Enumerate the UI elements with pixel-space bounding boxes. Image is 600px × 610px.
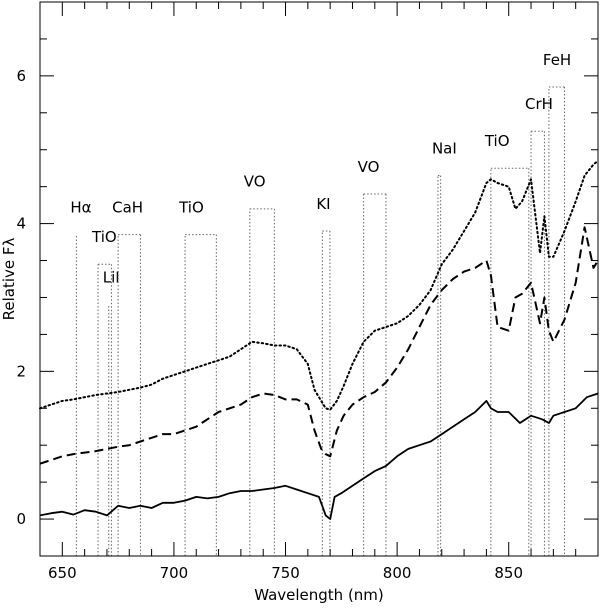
feature-label: TiO <box>91 228 117 246</box>
feature-label: LiI <box>103 269 120 287</box>
y-tick-label: 2 <box>16 362 26 380</box>
y-tick-label: 0 <box>16 510 26 528</box>
spectrum-series <box>39 159 599 520</box>
y-tick-label: 6 <box>16 67 26 85</box>
feature-label: KI <box>316 195 330 213</box>
spectrum-line-dashed <box>39 226 599 465</box>
feature-label: FeH <box>543 51 571 69</box>
x-tick-label: 750 <box>271 564 300 582</box>
feature-label: VO <box>244 173 266 191</box>
feature-label: TiO <box>484 132 510 150</box>
y-tick-label: 4 <box>16 215 26 233</box>
axis-ticks: 650 700 750 800 850 0 2 4 6 <box>16 1 598 582</box>
feature-label: CrH <box>525 95 553 113</box>
feature-label: TiO <box>178 199 204 217</box>
feature-label: VO <box>358 158 380 176</box>
y-axis-title: Relative Fλ <box>0 237 18 320</box>
plot-frame <box>39 1 599 557</box>
spectrum-line-dotted <box>39 159 599 411</box>
x-tick-label: 850 <box>494 564 523 582</box>
x-tick-label: 700 <box>160 564 189 582</box>
x-axis-title: Wavelength (nm) <box>254 586 384 604</box>
x-tick-label: 800 <box>383 564 412 582</box>
feature-label: CaH <box>112 199 143 217</box>
x-tick-label: 650 <box>48 564 77 582</box>
feature-label: NaI <box>432 139 457 157</box>
feature-label: Hα <box>70 199 91 217</box>
spectrum-line-solid <box>39 392 599 520</box>
